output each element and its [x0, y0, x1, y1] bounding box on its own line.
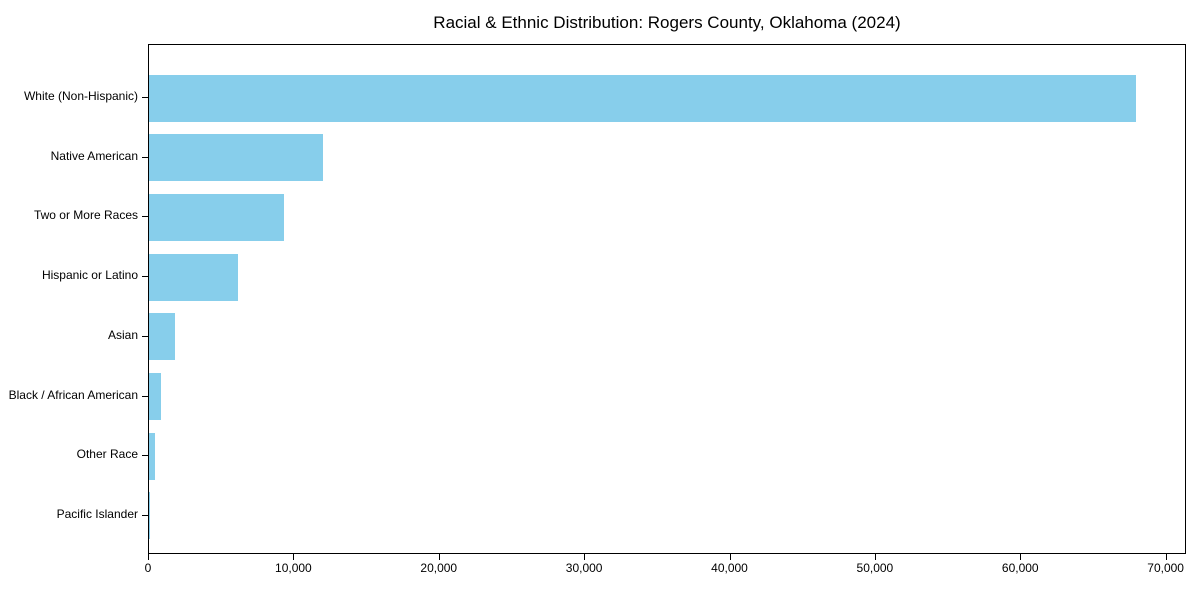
- x-tick-mark: [874, 554, 876, 560]
- x-tick-mark: [584, 554, 586, 560]
- bar-two-or-more-races: [149, 193, 284, 241]
- y-tick-label: Native American: [50, 148, 138, 163]
- y-tick-label: Pacific Islander: [56, 506, 138, 521]
- y-tick-label: Asian: [107, 327, 138, 342]
- y-tick-mark: [142, 156, 148, 158]
- x-tick-mark: [438, 554, 440, 560]
- bar-native-american: [149, 134, 324, 182]
- x-tick-mark: [293, 554, 295, 560]
- x-tick-mark: [729, 554, 731, 560]
- y-tick-mark: [142, 395, 148, 397]
- bar-hispanic-or-latino: [149, 253, 238, 301]
- y-tick-mark: [142, 276, 148, 278]
- x-tick-label: 70,000: [1147, 561, 1184, 575]
- x-tick-label: 50,000: [856, 561, 894, 575]
- y-tick-label: Other Race: [76, 447, 138, 462]
- chart-title: Racial & Ethnic Distribution: Rogers Cou…: [433, 13, 901, 32]
- x-tick-label: 20,000: [420, 561, 458, 575]
- plot-area: [148, 44, 1186, 554]
- x-tick-label: 10,000: [275, 561, 312, 575]
- y-tick-mark: [142, 455, 148, 457]
- bar-white-non-hispanic: [149, 74, 1136, 122]
- x-tick-label: 0: [144, 561, 152, 575]
- x-tick-mark: [148, 554, 149, 560]
- x-tick-mark: [1020, 554, 1022, 560]
- y-tick-label: Black / African American: [8, 387, 138, 402]
- bar-asian: [149, 313, 176, 361]
- y-tick-mark: [142, 97, 148, 98]
- y-tick-mark: [142, 216, 148, 218]
- x-tick-label: 60,000: [1001, 561, 1039, 575]
- y-tick-mark: [142, 514, 148, 516]
- x-tick-label: 40,000: [711, 561, 748, 575]
- y-tick-label: White (Non-Hispanic): [23, 89, 138, 103]
- y-tick-label: Two or More Races: [33, 208, 138, 223]
- x-tick-label: 30,000: [565, 561, 603, 575]
- bar-black-african-american: [149, 373, 162, 421]
- bar-other-race: [149, 432, 155, 480]
- y-tick-label: Hispanic or Latino: [41, 268, 138, 283]
- y-tick-mark: [142, 335, 148, 337]
- bar-pacific-islander: [149, 492, 150, 540]
- x-tick-mark: [1165, 554, 1167, 560]
